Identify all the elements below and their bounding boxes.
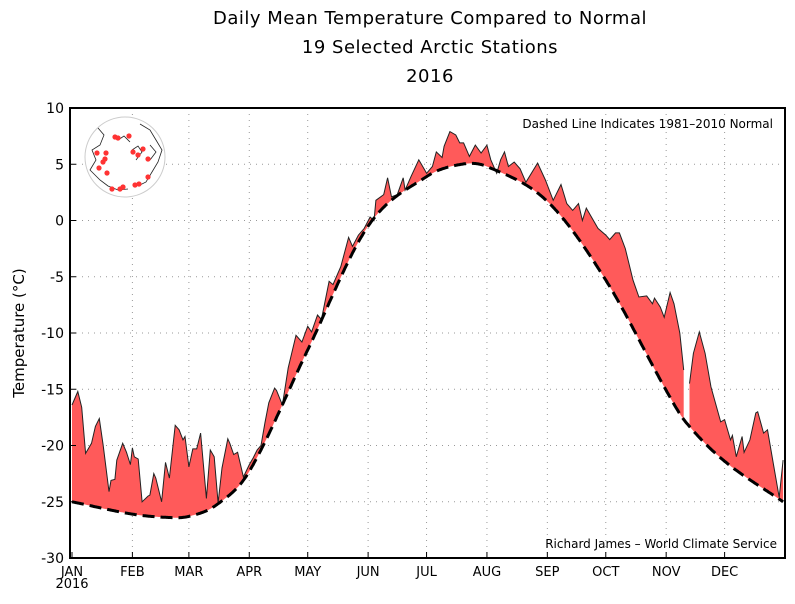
arctic-station-map-icon [84,116,166,198]
station-marker [94,150,100,156]
x-tick-label: NOV [652,565,681,580]
y-axis-label: Temperature (°C) [10,268,28,398]
x-tick-label: JAN [60,565,83,580]
y-tick-label: -10 [41,326,64,342]
station-marker [145,156,151,162]
station-marker [115,135,121,141]
station-marker [100,159,106,165]
station-marker [145,174,151,180]
station-marker [103,150,109,156]
y-axis: 10 5 0 -5 -10 -15 -20 -25 -30 [41,101,76,567]
y-tick-label: 10 [46,101,64,117]
chart-year-title: 2016 [406,66,454,87]
y-tick-label: -25 [41,495,64,511]
x-axis: JAN FEB MAR APR MAY JUN JUL AUG SEP OCT NOV DEC [60,552,738,580]
chart-title: Daily Mean Temperature Compared to Norma… [213,8,647,29]
x-tick-label: DEC [711,565,738,580]
anomaly-fill-segment [72,131,684,518]
station-marker [109,186,115,192]
station-marker [96,165,102,171]
x-tick-label: FEB [120,565,145,580]
x-tick-label: APR [236,565,262,580]
x-tick-label: JUN [356,565,380,580]
normal-temperature-dashed-line [71,161,784,520]
station-marker [130,149,136,155]
y-tick-label: 5 [55,157,64,173]
y-tick-label: -15 [41,382,64,398]
x-tick-label: MAY [294,565,321,580]
credit-annotation: Richard James – World Climate Service [545,537,777,551]
station-marker [132,182,138,188]
y-tick-label: -30 [41,551,64,567]
station-marker [104,170,110,176]
anomaly-fill-segment [689,331,784,502]
observed-temperature-line [71,130,784,503]
y-tick-label: -20 [41,439,64,455]
above-normal-fill [72,131,784,518]
station-marker [126,133,132,139]
x-tick-label: SEP [535,565,559,580]
x-tick-label: OCT [592,565,619,580]
normal-annotation: Dashed Line Indicates 1981–2010 Normal [522,117,773,131]
x-tick-label: AUG [473,565,501,580]
x-tick-label: JUL [415,565,437,580]
station-marker [135,152,141,158]
x-tick-label: MAR [174,565,203,580]
y-tick-label: -5 [50,270,64,286]
station-marker [120,184,126,190]
x-axis-year-label: 2016 [55,577,88,592]
station-marker [136,181,142,187]
y-tick-label: 0 [55,214,64,230]
station-marker [140,146,146,152]
chart-subtitle: 19 Selected Arctic Stations [302,37,558,58]
